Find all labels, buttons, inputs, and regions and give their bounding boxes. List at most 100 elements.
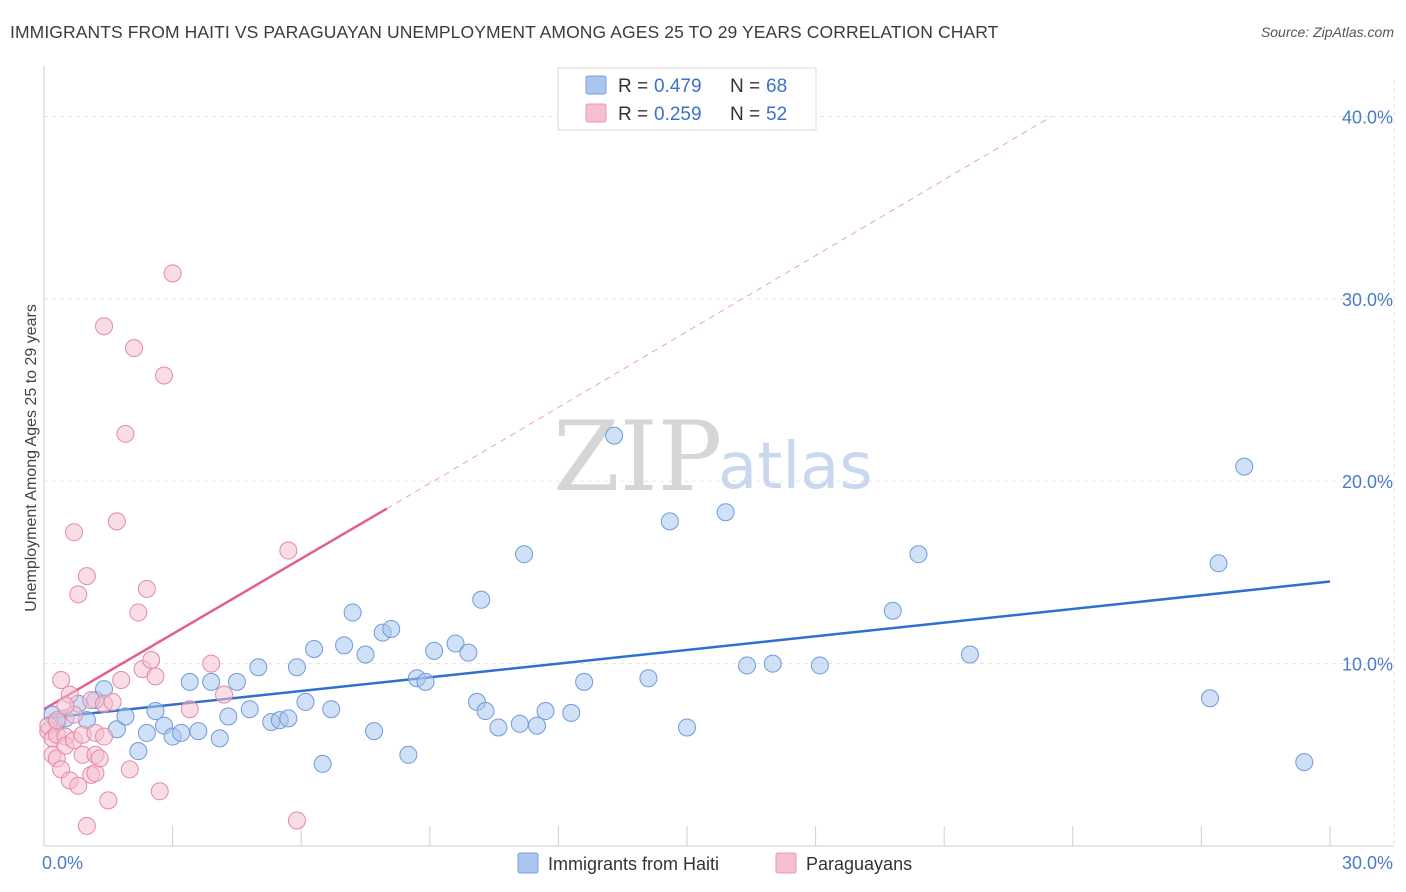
point-paraguayans: [52, 671, 71, 690]
point-paraguayans: [69, 585, 88, 604]
point-haiti: [763, 654, 782, 673]
point-haiti: [249, 658, 268, 677]
point-haiti: [536, 702, 555, 721]
point-paraguayans: [47, 711, 66, 730]
point-haiti: [446, 634, 465, 653]
y-tick-label: 30.0%: [1342, 290, 1393, 310]
point-paraguayans: [142, 650, 161, 669]
point-haiti: [562, 703, 581, 722]
bottom-legend-swatch-haiti: [517, 852, 539, 874]
legend-r-label-paraguayans: R =: [618, 104, 648, 125]
trend-line-1: [43, 507, 388, 711]
point-haiti: [287, 658, 306, 677]
point-haiti: [476, 702, 495, 721]
y-tick-label: 10.0%: [1342, 655, 1393, 675]
point-haiti: [459, 643, 478, 662]
trend-extension-1: [386, 116, 1052, 510]
point-haiti: [883, 601, 902, 620]
point-haiti: [399, 745, 418, 764]
point-haiti: [1235, 457, 1254, 476]
trend-line-0: [43, 580, 1331, 720]
point-haiti: [510, 714, 529, 733]
point-paraguayans: [155, 366, 174, 385]
legend-n-label-paraguayans: N =: [730, 104, 760, 125]
y-axis-label: Unemployment Among Ages 25 to 29 years: [23, 304, 40, 612]
point-haiti: [575, 672, 594, 691]
point-haiti: [313, 754, 332, 773]
point-paraguayans: [120, 760, 139, 779]
data-points: [39, 264, 1314, 835]
point-paraguayans: [90, 749, 109, 768]
point-paraguayans: [287, 811, 306, 830]
source-label: Source: ZipAtlas.com: [1260, 24, 1394, 40]
legend-n-value-paraguayans: 52: [766, 104, 787, 125]
legend-n-label-haiti: N =: [730, 76, 760, 97]
point-haiti: [189, 722, 208, 741]
point-paraguayans: [69, 776, 88, 795]
point-haiti: [382, 619, 401, 638]
point-haiti: [738, 656, 757, 675]
point-haiti: [605, 426, 624, 445]
point-paraguayans: [112, 671, 131, 690]
point-paraguayans: [129, 603, 148, 622]
point-paraguayans: [180, 700, 199, 719]
point-haiti: [639, 669, 658, 688]
bottom-legend-label-haiti: Immigrants from Haiti: [548, 854, 719, 874]
point-paraguayans: [125, 339, 144, 358]
legend-r-label-haiti: R =: [618, 76, 648, 97]
point-haiti: [137, 723, 156, 742]
trend-lines: [43, 116, 1331, 720]
point-haiti: [343, 603, 362, 622]
point-paraguayans: [95, 317, 114, 336]
legend-r-value-haiti: 0.479: [654, 76, 702, 97]
point-haiti: [489, 718, 508, 737]
point-haiti: [909, 545, 928, 564]
point-haiti: [279, 709, 298, 728]
x-tick-label-min: 0.0%: [42, 853, 83, 873]
point-paraguayans: [77, 816, 96, 835]
point-haiti: [180, 672, 199, 691]
point-haiti: [416, 672, 435, 691]
point-haiti: [1209, 554, 1228, 573]
point-paraguayans: [116, 424, 135, 443]
point-haiti: [129, 742, 148, 761]
x-tick-label-max: 30.0%: [1342, 853, 1393, 873]
point-paraguayans: [279, 541, 298, 560]
legend-r-value-paraguayans: 0.259: [654, 104, 702, 125]
top-legend: R = 0.479 N = 68 R = 0.259 N = 52: [557, 67, 817, 131]
point-haiti: [210, 729, 229, 748]
point-haiti: [116, 707, 135, 726]
point-paraguayans: [150, 782, 169, 801]
legend-swatch-paraguayans: [585, 103, 607, 123]
point-haiti: [472, 590, 491, 609]
point-paraguayans: [163, 264, 182, 283]
point-haiti: [1200, 689, 1219, 708]
point-haiti: [146, 702, 165, 721]
point-haiti: [335, 636, 354, 655]
point-haiti: [660, 512, 679, 531]
point-haiti: [515, 545, 534, 564]
point-haiti: [202, 672, 221, 691]
point-paraguayans: [215, 685, 234, 704]
watermark-zip: ZIP: [553, 401, 722, 513]
point-haiti: [1295, 753, 1314, 772]
watermark-atlas: atlas: [718, 430, 873, 504]
point-paraguayans: [56, 696, 75, 715]
y-tick-label: 20.0%: [1342, 472, 1393, 492]
point-paraguayans: [65, 523, 84, 542]
point-paraguayans: [95, 727, 114, 746]
y-tick-label: 40.0%: [1342, 107, 1393, 127]
point-haiti: [227, 672, 246, 691]
point-haiti: [365, 722, 384, 741]
point-haiti: [716, 503, 735, 522]
point-haiti: [678, 718, 696, 737]
point-haiti: [810, 656, 829, 675]
point-paraguayans: [146, 667, 165, 686]
point-paraguayans: [107, 512, 126, 531]
point-haiti: [960, 645, 979, 664]
bottom-legend-label-paraguayans: Paraguayans: [806, 854, 912, 874]
point-haiti: [425, 641, 444, 660]
point-paraguayans: [99, 791, 118, 810]
point-haiti: [240, 700, 259, 719]
